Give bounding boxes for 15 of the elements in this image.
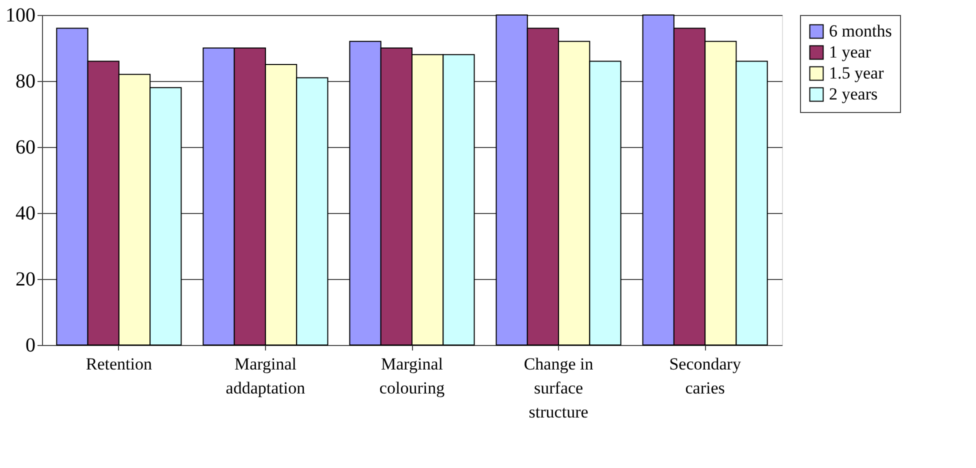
x-tick-label: Retention <box>86 354 152 374</box>
legend-label: 1 year <box>829 42 872 62</box>
y-tick-label: 80 <box>16 70 36 92</box>
y-tick-label: 40 <box>16 202 36 224</box>
legend-label: 1.5 year <box>829 64 884 82</box>
x-tick-label: Secondary caries <box>669 354 742 398</box>
y-tick-label: 0 <box>26 334 36 356</box>
x-tick-label: Change in surface structure <box>524 354 594 422</box>
legend-label: 6 months <box>829 22 892 40</box>
y-tick-label: 20 <box>16 268 36 290</box>
y-tick-label: 100 <box>6 4 36 26</box>
legend-label: 2 years <box>829 84 878 104</box>
y-tick-label: 60 <box>16 136 36 158</box>
x-tick-label: Marginal addaptation <box>226 354 306 398</box>
x-tick-label: Marginal colouring <box>379 354 446 398</box>
